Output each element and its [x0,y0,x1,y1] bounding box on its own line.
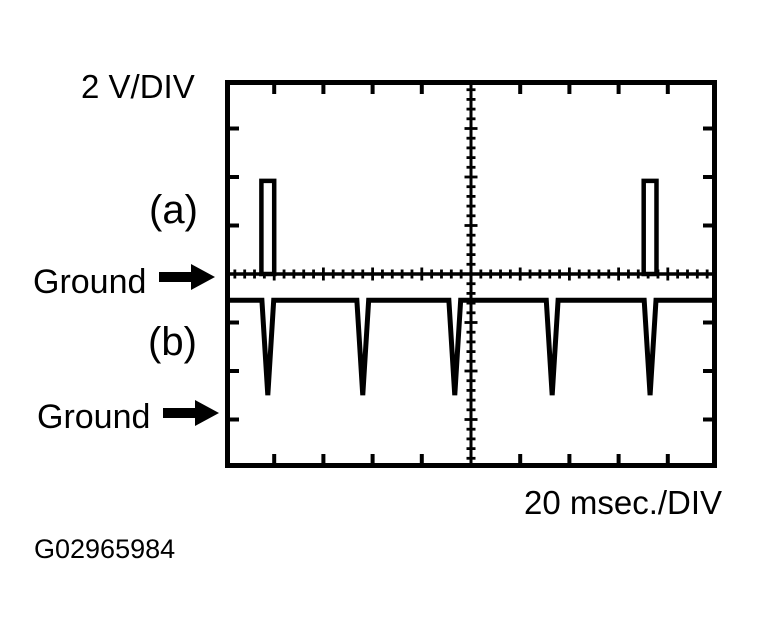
trace-a-label: (a) [149,188,198,232]
oscilloscope-screen [225,80,717,468]
ground-arrow-b-icon [163,400,219,426]
horizontal-scale-label: 20 msec./DIV [524,484,723,521]
ground-arrow-a-icon [159,264,215,290]
ground-b-label: Ground [37,398,151,436]
figure-id-label: G02965984 [34,534,176,564]
ground-a-label: Ground [33,263,147,301]
vertical-scale-label: 2 V/DIV [81,68,195,105]
trace-b-label: (b) [148,320,197,364]
